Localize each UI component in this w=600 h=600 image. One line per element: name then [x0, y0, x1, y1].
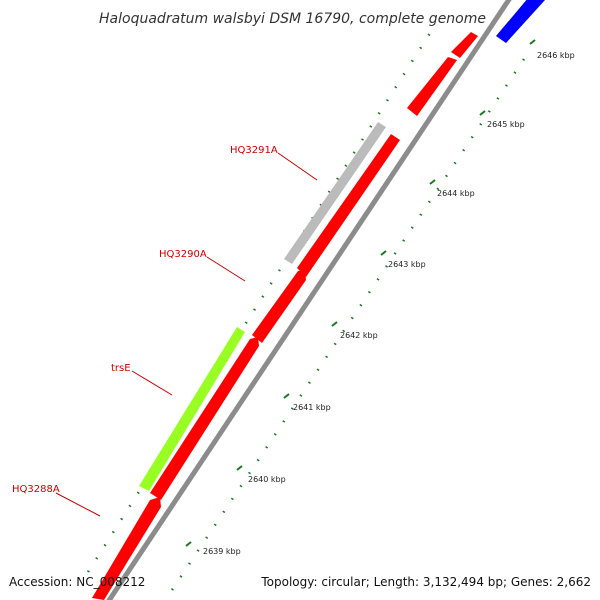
gene-label: HQ3288A	[12, 484, 60, 495]
gene-label: HQ3290A	[159, 249, 207, 260]
tick-label: 2643 kbp	[388, 260, 426, 269]
gene-label: HQ3291A	[230, 145, 278, 156]
gene-trse[interactable]	[139, 327, 245, 491]
leader-hq3288a	[55, 492, 101, 517]
leader-hq3290a	[206, 256, 246, 282]
gene-label: trsE	[111, 363, 131, 374]
leader-hq3291a	[277, 152, 318, 181]
scale-ticks: 2639 kbp 2640 kbp 2641 kbp 2642 kbp 2643…	[185, 39, 575, 556]
tick-label: 2644 kbp	[437, 189, 475, 198]
gene-hq3290a[interactable]	[252, 270, 306, 343]
gene-hq3292[interactable]	[407, 57, 457, 116]
gene-hq3288a[interactable]	[92, 497, 161, 600]
gene-hq3291a-red[interactable]	[297, 134, 400, 277]
inner-dotted-track	[170, 49, 532, 591]
gene-hq3289[interactable]	[150, 337, 259, 500]
tick-mark	[236, 465, 243, 471]
map-title: Haloquadratum walsbyi DSM 16790, complet…	[99, 11, 486, 27]
genome-backbone	[106, 0, 512, 600]
tick-label: 2639 kbp	[203, 547, 241, 556]
tick-mark	[185, 541, 192, 547]
tick-label: 2640 kbp	[248, 475, 286, 484]
outer-dotted-track	[86, 29, 434, 573]
tick-mark	[479, 110, 486, 116]
tick-label: 2645 kbp	[487, 120, 525, 129]
gene-features	[92, 0, 545, 600]
accession-label: Accession: NC_008212	[9, 575, 145, 589]
gene-labels: HQ3288A trsE HQ3290A HQ3291A	[12, 145, 278, 495]
gene-blue[interactable]	[496, 0, 545, 43]
tick-label: 2642 kbp	[340, 331, 378, 340]
tick-mark	[331, 321, 338, 327]
tick-mark	[429, 179, 436, 185]
gene-hq3291a[interactable]	[284, 122, 386, 264]
tick-mark	[529, 39, 536, 45]
tick-mark	[380, 250, 387, 256]
gene-hq3293[interactable]	[451, 32, 478, 58]
tick-mark	[283, 393, 290, 399]
tick-label: 2641 kbp	[293, 403, 331, 412]
genome-summary: Topology: circular; Length: 3,132,494 bp…	[260, 575, 591, 589]
leader-trse	[131, 370, 173, 396]
tick-label: 2646 kbp	[537, 51, 575, 60]
